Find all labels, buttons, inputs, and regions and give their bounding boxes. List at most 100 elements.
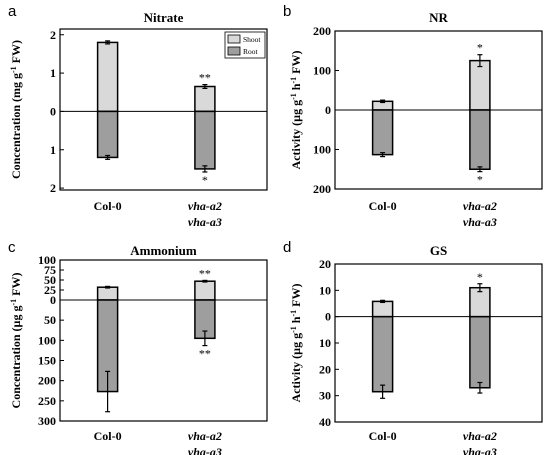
panel-letter: c bbox=[8, 239, 16, 256]
legend-label: Root bbox=[243, 47, 259, 56]
y-tick-label: 20 bbox=[319, 257, 331, 271]
bar-root bbox=[469, 315, 491, 389]
y-tick-label: 200 bbox=[313, 182, 331, 196]
y-axis-label-part: Activity (µg g bbox=[289, 333, 303, 403]
bar-shoot bbox=[371, 300, 394, 318]
significance-marker: ** bbox=[199, 347, 211, 361]
y-axis-label-superscript: -1 bbox=[9, 299, 18, 306]
x-category-label: vha-a3 bbox=[188, 215, 222, 229]
y-tick-label: 1 bbox=[50, 143, 56, 157]
y-tick-label: 25 bbox=[44, 283, 56, 297]
y-axis-label-superscript: -1 bbox=[289, 326, 298, 333]
y-tick-label: 100 bbox=[38, 253, 56, 267]
y-tick-label: 50 bbox=[44, 273, 56, 287]
y-tick-label: 0 bbox=[325, 310, 331, 324]
significance-marker: ** bbox=[199, 266, 211, 280]
y-tick-label: 250 bbox=[38, 394, 56, 408]
panel-letter: d bbox=[283, 239, 291, 256]
legend: Shoot Root bbox=[224, 31, 266, 59]
bar-shoot bbox=[96, 41, 119, 113]
x-category-label: vha-a2 bbox=[463, 429, 497, 443]
x-category-label: vha-a3 bbox=[188, 445, 222, 455]
bar-root bbox=[96, 110, 119, 159]
y-tick-label: 0 bbox=[325, 103, 331, 117]
legend-label: Shoot bbox=[243, 35, 261, 44]
bar-root bbox=[371, 109, 394, 156]
plot-frame bbox=[59, 259, 268, 422]
y-tick-label: 10 bbox=[319, 336, 331, 350]
bar-root bbox=[194, 110, 216, 170]
y-tick-label: 75 bbox=[44, 263, 56, 277]
y-tick-label: 20 bbox=[319, 362, 331, 376]
bar-shoot bbox=[194, 280, 216, 301]
bar-shoot bbox=[96, 286, 119, 301]
y-tick-label: 200 bbox=[38, 374, 56, 388]
y-tick-label: 2 bbox=[50, 28, 56, 42]
y-axis-label: Activity (µg g-1 h-1 FW) bbox=[289, 51, 304, 170]
significance-marker: * bbox=[477, 270, 483, 284]
y-tick-label: 300 bbox=[38, 414, 56, 428]
x-category-label: vha-a2 bbox=[188, 199, 222, 213]
chart-title: GS bbox=[430, 243, 447, 258]
x-category-label: Col-0 bbox=[369, 199, 397, 213]
bar-root bbox=[469, 109, 491, 170]
y-tick-label: 0 bbox=[50, 104, 56, 118]
chart-title: NR bbox=[429, 10, 448, 25]
legend-swatch bbox=[227, 46, 241, 56]
x-category-label: vha-a2 bbox=[463, 199, 497, 213]
y-axis-label-part: Concentration (µg g bbox=[9, 306, 23, 409]
y-axis-label-superscript: -1 bbox=[289, 310, 298, 317]
panel-letter: b bbox=[283, 3, 291, 20]
x-category-label: vha-a3 bbox=[463, 445, 497, 455]
plot-frame bbox=[59, 28, 268, 191]
y-tick-label: 10 bbox=[319, 283, 331, 297]
x-category-label: Col-0 bbox=[369, 429, 397, 443]
y-axis-label-part: h bbox=[289, 83, 303, 93]
y-axis-label: Concentration (mg g-1 FW) bbox=[9, 40, 24, 179]
y-tick-label: 100 bbox=[313, 143, 331, 157]
x-category-label: vha-a3 bbox=[463, 215, 497, 229]
panel-c: c Ammonium100755025050100150200250300Conc… bbox=[8, 239, 268, 455]
panel-letter: a bbox=[8, 3, 17, 20]
y-axis-label: Concentration (µg g-1 FW) bbox=[9, 273, 24, 409]
y-tick-label: 100 bbox=[313, 64, 331, 78]
y-tick-label: 0 bbox=[50, 293, 56, 307]
y-axis-label-part: h bbox=[289, 316, 303, 326]
significance-marker: * bbox=[477, 41, 483, 55]
y-axis-label: Activity (µg g-1 h-1 FW) bbox=[289, 284, 304, 403]
chart-title: Ammonium bbox=[130, 243, 197, 258]
y-axis-label-part: FW) bbox=[9, 273, 23, 299]
plot-frame bbox=[334, 263, 543, 423]
y-tick-label: 2 bbox=[50, 181, 56, 195]
bar-shoot bbox=[469, 59, 491, 111]
y-axis-label-part: FW) bbox=[289, 51, 303, 77]
legend-swatch bbox=[227, 34, 241, 44]
significance-marker: * bbox=[477, 173, 483, 187]
chart-title: Nitrate bbox=[144, 10, 184, 25]
bar-shoot bbox=[194, 85, 216, 113]
y-axis-label-part: Concentration (mg g bbox=[9, 73, 23, 179]
y-tick-label: 100 bbox=[38, 333, 56, 347]
y-axis-label-superscript: -1 bbox=[289, 77, 298, 84]
y-tick-label: 30 bbox=[319, 389, 331, 403]
significance-marker: * bbox=[202, 173, 208, 187]
bar-root bbox=[371, 315, 394, 393]
y-axis-label-superscript: -1 bbox=[9, 66, 18, 73]
y-axis-label-part: Activity (µg g bbox=[289, 100, 303, 170]
y-tick-label: 50 bbox=[44, 313, 56, 327]
y-tick-label: 150 bbox=[38, 354, 56, 368]
y-axis-label-part: FW) bbox=[9, 40, 23, 66]
y-tick-label: 1 bbox=[50, 66, 56, 80]
y-axis-label-superscript: -1 bbox=[289, 93, 298, 100]
x-category-label: vha-a2 bbox=[188, 429, 222, 443]
significance-marker: ** bbox=[199, 71, 211, 85]
x-category-label: Col-0 bbox=[94, 429, 122, 443]
y-axis-label-part: FW) bbox=[289, 284, 303, 310]
y-tick-label: 40 bbox=[319, 415, 331, 429]
y-tick-label: 200 bbox=[313, 24, 331, 38]
x-category-label: Col-0 bbox=[94, 199, 122, 213]
